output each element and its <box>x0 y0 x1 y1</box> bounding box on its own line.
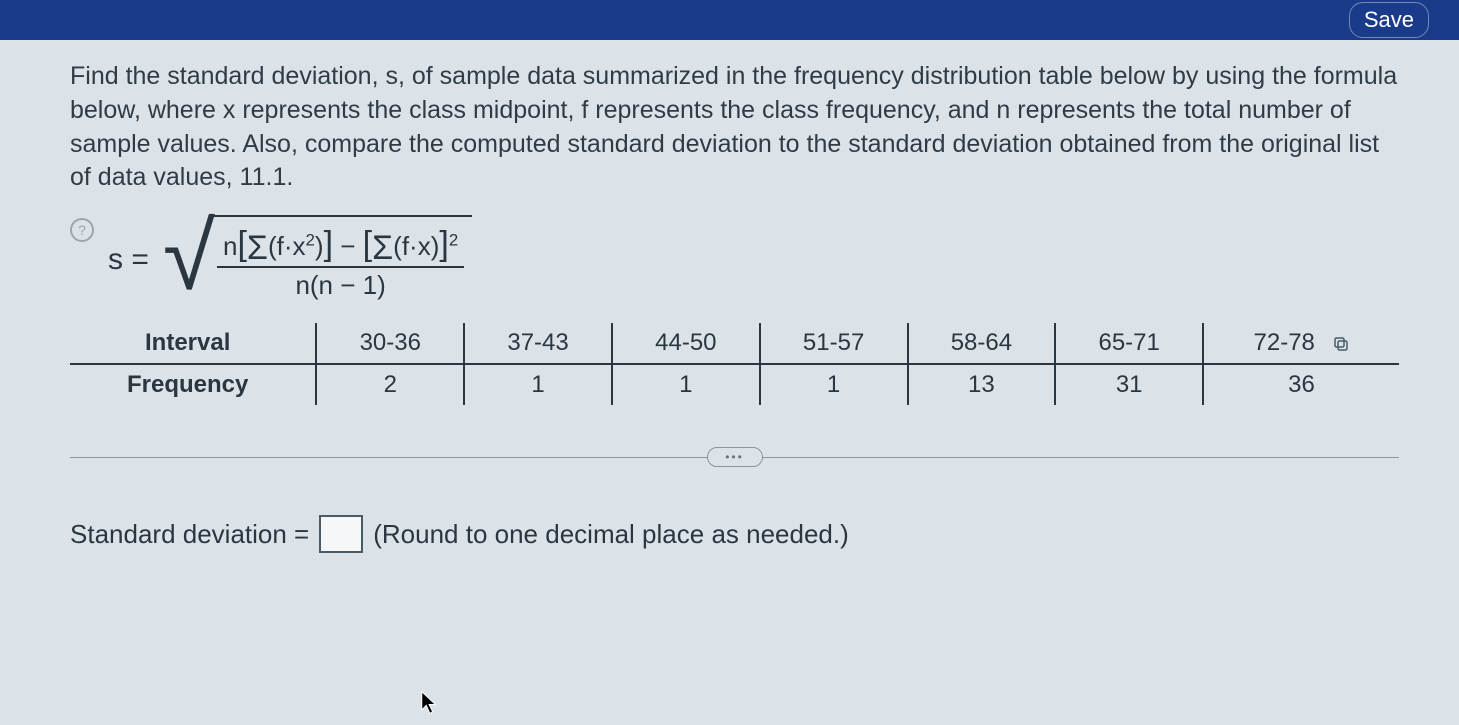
formula-lhs: s = <box>108 243 149 277</box>
formula-denominator: n(n − 1) <box>289 268 391 303</box>
help-icon[interactable]: ? <box>70 218 94 242</box>
table-row: Interval 30-36 37-43 44-50 51-57 58-64 6… <box>70 323 1399 364</box>
expand-button[interactable]: ••• <box>707 447 763 467</box>
col-header: 72-78 <box>1203 323 1399 364</box>
frequency-table: Interval 30-36 37-43 44-50 51-57 58-64 6… <box>70 323 1399 405</box>
table-cell: 1 <box>760 364 908 405</box>
row-label-interval: Interval <box>70 323 316 364</box>
table-cell: 2 <box>316 364 464 405</box>
cursor-icon <box>420 690 438 715</box>
table-row: Frequency 2 1 1 1 13 31 36 <box>70 364 1399 405</box>
formula-row: ? s = √ n[Σ(f·x2)] − [Σ(f·x)]2 n(n − 1) <box>70 215 1399 305</box>
save-button[interactable]: Save <box>1349 2 1429 38</box>
answer-hint: (Round to one decimal place as needed.) <box>373 519 849 550</box>
radical-sign-icon: √ <box>163 219 215 309</box>
top-bar: Save <box>0 0 1459 40</box>
table-cell: 36 <box>1203 364 1399 405</box>
col-header: 30-36 <box>316 323 464 364</box>
table-cell: 1 <box>612 364 760 405</box>
col-header: 44-50 <box>612 323 760 364</box>
answer-label: Standard deviation = <box>70 519 309 550</box>
radical: √ n[Σ(f·x2)] − [Σ(f·x)]2 n(n − 1) <box>163 215 472 305</box>
col-header: 65-71 <box>1055 323 1203 364</box>
table-cell: 1 <box>464 364 612 405</box>
copy-icon[interactable] <box>1332 335 1350 353</box>
table-cell: 13 <box>908 364 1056 405</box>
formula-numerator: n[Σ(f·x2)] − [Σ(f·x)]2 <box>217 223 464 266</box>
row-label-frequency: Frequency <box>70 364 316 405</box>
col-header: 51-57 <box>760 323 908 364</box>
question-prompt: Find the standard deviation, s, of sampl… <box>70 60 1399 195</box>
col-header: 58-64 <box>908 323 1056 364</box>
table-cell: 31 <box>1055 364 1203 405</box>
answer-input[interactable] <box>319 515 363 553</box>
answer-row: Standard deviation = (Round to one decim… <box>70 515 1399 553</box>
section-divider: ••• <box>70 445 1399 469</box>
question-content: Find the standard deviation, s, of sampl… <box>0 40 1459 573</box>
col-header: 37-43 <box>464 323 612 364</box>
